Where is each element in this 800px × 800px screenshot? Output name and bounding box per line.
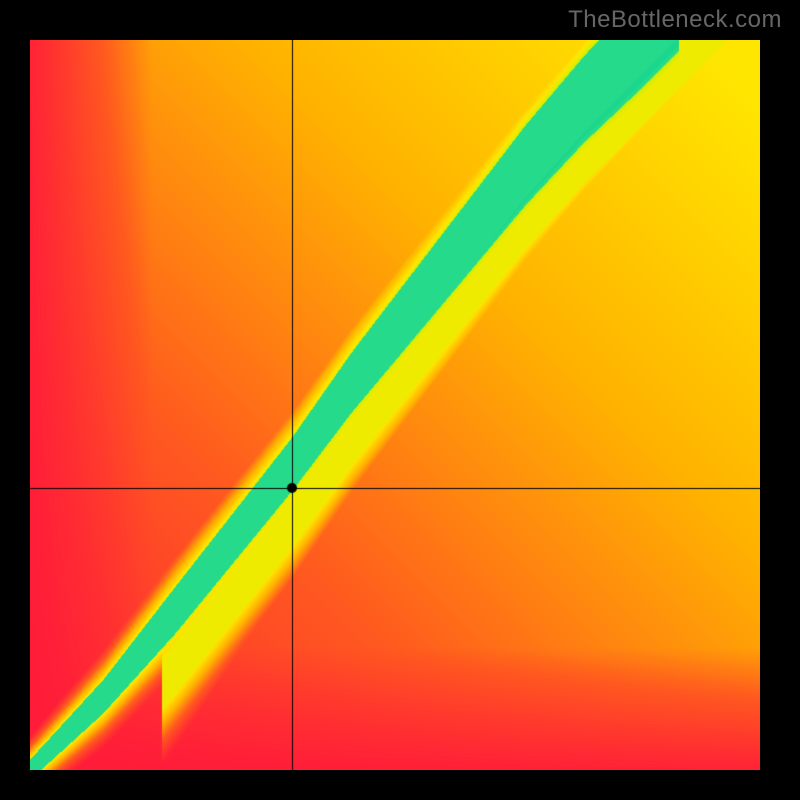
page-root: TheBottleneck.com	[0, 0, 800, 800]
heatmap-plot	[30, 40, 760, 770]
heatmap-canvas	[30, 40, 760, 770]
watermark-text: TheBottleneck.com	[568, 6, 782, 34]
